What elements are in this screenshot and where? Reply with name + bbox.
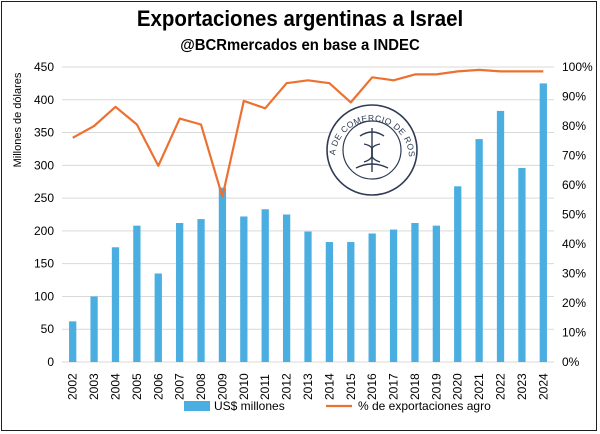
x-tick-label: 2008 <box>194 373 208 400</box>
x-axis-ticks: 2002 2003 2004 2005 2006 2007 2008 2009 2010 2011… <box>66 373 551 400</box>
bar <box>69 321 77 362</box>
y-tick-label: 50 <box>41 322 55 336</box>
y-tick-label: 150 <box>34 257 54 271</box>
y-tick-label: 0 <box>47 355 54 369</box>
x-tick-label: 2021 <box>472 373 486 400</box>
legend-swatch-bar <box>184 401 210 411</box>
bar <box>133 225 141 362</box>
chart-subtitle: @BCRmercados en base a INDEC <box>180 37 420 54</box>
bar <box>282 214 291 362</box>
x-tick-label: 2023 <box>515 373 529 400</box>
y-axis-label: Millones de dólares <box>12 72 24 167</box>
bar <box>90 296 98 362</box>
bar <box>368 233 376 362</box>
bar <box>261 209 269 362</box>
x-tick-label: 2005 <box>130 373 144 400</box>
x-tick-label: 2007 <box>173 373 187 400</box>
y2-tick-label: 40% <box>562 237 586 251</box>
y2-tick-label: 30% <box>562 267 586 281</box>
legend: US$ millones % de exportaciones agro <box>184 399 491 413</box>
x-tick-label: 2024 <box>536 373 550 400</box>
x-tick-label: 2013 <box>301 373 315 400</box>
x-tick-label: 2011 <box>258 374 272 400</box>
x-tick-label: 2020 <box>451 373 465 400</box>
bar <box>240 216 248 362</box>
legend-label-bar: US$ millones <box>214 399 285 413</box>
y2-tick-label: 80% <box>562 119 586 133</box>
y-tick-label: 100 <box>34 289 54 303</box>
chart-title: Exportaciones argentinas a Israel <box>136 6 464 31</box>
x-tick-label: 2016 <box>365 373 379 400</box>
y2-tick-label: 20% <box>562 296 586 310</box>
y2-tick-label: 50% <box>562 208 586 222</box>
bar <box>154 273 162 362</box>
y-tick-label: 450 <box>34 60 54 74</box>
caduceus-icon <box>355 128 389 172</box>
y2-tick-label: 70% <box>562 149 586 163</box>
y2-tick-label: 90% <box>562 90 586 104</box>
x-tick-label: 2010 <box>237 373 251 400</box>
x-tick-label: 2019 <box>429 373 443 400</box>
y-tick-label: 400 <box>34 93 54 107</box>
bar <box>432 225 440 362</box>
x-tick-label: 2009 <box>215 373 229 400</box>
y-tick-label: 350 <box>34 126 54 140</box>
bar <box>304 231 312 362</box>
y2-tick-label: 10% <box>562 326 586 340</box>
x-tick-label: 2003 <box>87 373 101 400</box>
legend-label-line: % de exportaciones agro <box>358 399 491 413</box>
x-tick-label: 2006 <box>151 373 165 400</box>
bar <box>176 223 184 362</box>
y2-tick-label: 100% <box>562 60 593 74</box>
bar <box>347 242 355 362</box>
bar <box>218 187 227 362</box>
bar <box>197 219 205 362</box>
bar <box>496 110 505 362</box>
bar <box>518 167 526 362</box>
y-tick-label: 200 <box>34 224 54 238</box>
x-tick-label: 2022 <box>494 373 508 400</box>
left-axis-ticks: 0 50 100 150 200 250 300 350 400 450 <box>34 60 54 369</box>
x-tick-label: 2014 <box>322 373 336 400</box>
right-axis-ticks: 0% 10% 20% 30% 40% 50% 60% 70% 80% 90% 100% <box>562 60 593 369</box>
caduceus-base <box>355 163 389 169</box>
y-tick-label: 250 <box>34 191 54 205</box>
y-tick-label: 300 <box>34 158 54 172</box>
bar <box>111 247 120 362</box>
caduceus-snake <box>363 143 381 163</box>
x-tick-label: 2015 <box>344 373 358 400</box>
x-tick-label: 2002 <box>66 373 80 400</box>
x-tick-label: 2012 <box>280 373 294 400</box>
x-tick-label: 2004 <box>108 373 122 400</box>
bar <box>454 186 462 362</box>
bar <box>325 242 334 362</box>
x-tick-label: 2017 <box>387 373 401 400</box>
bar-series <box>69 83 547 362</box>
caduceus-wings <box>359 131 385 137</box>
bar <box>411 223 419 362</box>
x-tick-label: 2018 <box>408 373 422 400</box>
y2-tick-label: 0% <box>562 355 580 369</box>
line-path <box>72 68 544 198</box>
line-series <box>72 68 544 198</box>
seal-inner-ring <box>342 120 402 180</box>
bar <box>389 229 398 362</box>
bar <box>539 83 547 362</box>
y2-tick-label: 60% <box>562 178 586 192</box>
bar <box>475 139 483 362</box>
